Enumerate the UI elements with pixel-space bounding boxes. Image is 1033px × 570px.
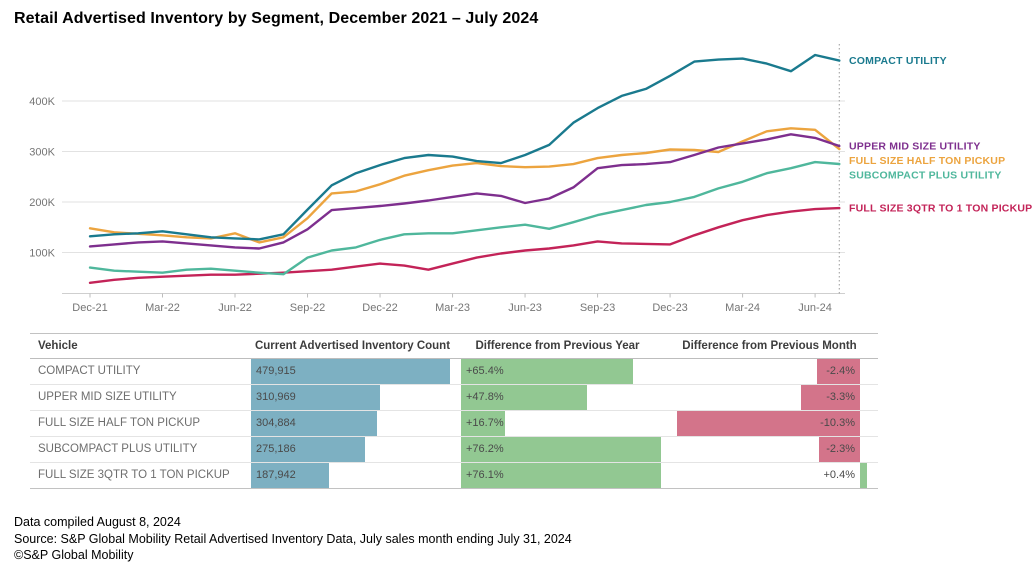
col-header-diff-year: Difference from Previous Year: [475, 340, 640, 352]
count-cell: 187,942: [251, 463, 454, 488]
diff-year-cell: +76.1%: [454, 463, 661, 488]
vehicle-name: SUBCOMPACT PLUS UTILITY: [38, 443, 198, 455]
diff-month-value: +0.4%: [823, 469, 856, 481]
count-cell: 310,969: [251, 385, 454, 410]
count-cell: 275,186: [251, 437, 454, 462]
series-line-full-size-3qtr-to-1-ton-pickup: [88, 206, 841, 284]
diff-year-bar: [461, 437, 661, 462]
x-axis-label-Jun-22: Jun-22: [218, 302, 252, 314]
y-axis-label-100K: 100K: [29, 248, 55, 260]
x-axis-label-Sep-23: Sep-23: [580, 302, 615, 314]
diff-month-cell: -2.4%: [661, 359, 878, 384]
table-row-full-size-3qtr-to-1-ton-pickup: FULL SIZE 3QTR TO 1 TON PICKUP 187,942 +76…: [30, 463, 878, 489]
y-axis-label-400K: 400K: [29, 96, 55, 108]
count-bar: [251, 411, 378, 436]
diff-month-cell: -2.3%: [661, 437, 878, 462]
diff-year-bar: [461, 411, 505, 436]
col-header-diff-month: Difference from Previous Month: [682, 340, 857, 352]
diff-year-value: +76.1%: [466, 469, 504, 481]
footnote-source: Source: S&P Global Mobility Retail Adver…: [14, 531, 572, 546]
diff-year-bar: [461, 463, 661, 488]
footnote-copyright: ©S&P Global Mobility: [14, 548, 134, 562]
vehicle-name: FULL SIZE HALF TON PICKUP: [38, 417, 201, 429]
diff-year-bar: [461, 359, 633, 384]
count-bar: [251, 385, 380, 410]
vehicle-name: FULL SIZE 3QTR TO 1 TON PICKUP: [38, 469, 230, 481]
series-line-upper-mid-size-utility: [88, 133, 841, 250]
diff-month-value: -2.4%: [826, 365, 855, 377]
table-body: COMPACT UTILITY 479,915 +65.4% -2.4% UPPER M…: [30, 359, 878, 489]
diff-year-cell: +76.2%: [454, 437, 661, 462]
footnote-compiled: Data compiled August 8, 2024: [14, 515, 181, 529]
count-value: 275,186: [256, 443, 296, 455]
legend-label-full-size-3qtr-to-1-ton-pickup: FULL SIZE 3QTR TO 1 TON PICKUP: [849, 203, 1032, 215]
diff-year-cell: +47.8%: [454, 385, 661, 410]
x-axis-label-Dec-21: Dec-21: [72, 302, 107, 314]
diff-year-value: +16.7%: [466, 417, 504, 429]
diff-month-value: -10.3%: [820, 417, 855, 429]
inventory-line-chart: 100K 200K 300K 400K Dec-21 Mar-22 Jun-22 Sep-22…: [29, 44, 1032, 314]
vehicle-name: UPPER MID SIZE UTILITY: [38, 391, 177, 403]
x-axis-label-Sep-22: Sep-22: [290, 302, 325, 314]
y-axis-label-200K: 200K: [29, 197, 55, 209]
diff-month-bar: [819, 437, 860, 462]
legend-label-full-size-half-ton-pickup: FULL SIZE HALF TON PICKUP: [849, 155, 1005, 167]
diff-month-value: -3.3%: [826, 391, 855, 403]
legend-label-upper-mid-size-utility: UPPER MID SIZE UTILITY: [849, 140, 981, 152]
table-header-row: Vehicle Current Advertised Inventory Cou…: [30, 333, 878, 359]
x-axis-label-Mar-23: Mar-23: [435, 302, 470, 314]
count-bar: [251, 359, 450, 384]
legend-label-subcompact-plus-utility: SUBCOMPACT PLUS UTILITY: [849, 169, 1002, 181]
x-axis-label-Mar-24: Mar-24: [725, 302, 760, 314]
y-axis-label-300K: 300K: [29, 147, 55, 159]
diff-month-bar: [817, 359, 860, 384]
diff-month-cell: -3.3%: [661, 385, 878, 410]
diff-month-bar: [801, 385, 860, 410]
page-title: Retail Advertised Inventory by Segment, …: [14, 10, 539, 27]
count-value: 304,884: [256, 417, 296, 429]
table-row-subcompact-plus-utility: SUBCOMPACT PLUS UTILITY 275,186 +76.2% -2.3…: [30, 437, 878, 463]
x-axis-label-Jun-23: Jun-23: [508, 302, 542, 314]
diff-year-value: +65.4%: [466, 365, 504, 377]
vehicle-name: COMPACT UTILITY: [38, 365, 141, 377]
diff-month-cell: +0.4%: [661, 463, 878, 488]
diff-year-value: +76.2%: [466, 443, 504, 455]
x-axis-label-Mar-22: Mar-22: [145, 302, 180, 314]
count-cell: 304,884: [251, 411, 454, 436]
count-cell: 479,915: [251, 359, 454, 384]
x-axis-label-Jun-24: Jun-24: [798, 302, 832, 314]
diff-year-cell: +16.7%: [454, 411, 661, 436]
diff-year-value: +47.8%: [466, 391, 504, 403]
x-axis-label-Dec-23: Dec-23: [652, 302, 687, 314]
table-row-upper-mid-size-utility: UPPER MID SIZE UTILITY 310,969 +47.8% -3.3%: [30, 385, 878, 411]
count-bar: [251, 463, 329, 488]
table-row-full-size-half-ton-pickup: FULL SIZE HALF TON PICKUP 304,884 +16.7% -1…: [30, 411, 878, 437]
count-bar: [251, 437, 366, 462]
footnotes: Data compiled August 8, 2024 Source: S&P…: [14, 514, 572, 564]
diff-month-cell: -10.3%: [661, 411, 878, 436]
diff-year-bar: [461, 385, 587, 410]
count-value: 187,942: [256, 469, 296, 481]
diff-year-cell: +65.4%: [454, 359, 661, 384]
table-row-compact-utility: COMPACT UTILITY 479,915 +65.4% -2.4%: [30, 359, 878, 385]
diff-month-bar: [677, 411, 860, 436]
x-axis-label-Dec-22: Dec-22: [362, 302, 397, 314]
legend-label-compact-utility: COMPACT UTILITY: [849, 55, 947, 67]
inventory-table: Vehicle Current Advertised Inventory Cou…: [30, 333, 878, 489]
count-value: 479,915: [256, 365, 296, 377]
series-line-compact-utility: [88, 53, 841, 241]
series-line-subcompact-plus-utility: [88, 160, 841, 276]
col-header-vehicle: Vehicle: [38, 340, 78, 352]
count-value: 310,969: [256, 391, 296, 403]
diff-month-bar: [860, 463, 868, 488]
diff-month-value: -2.3%: [826, 443, 855, 455]
col-header-count: Current Advertised Inventory Count: [254, 340, 451, 352]
